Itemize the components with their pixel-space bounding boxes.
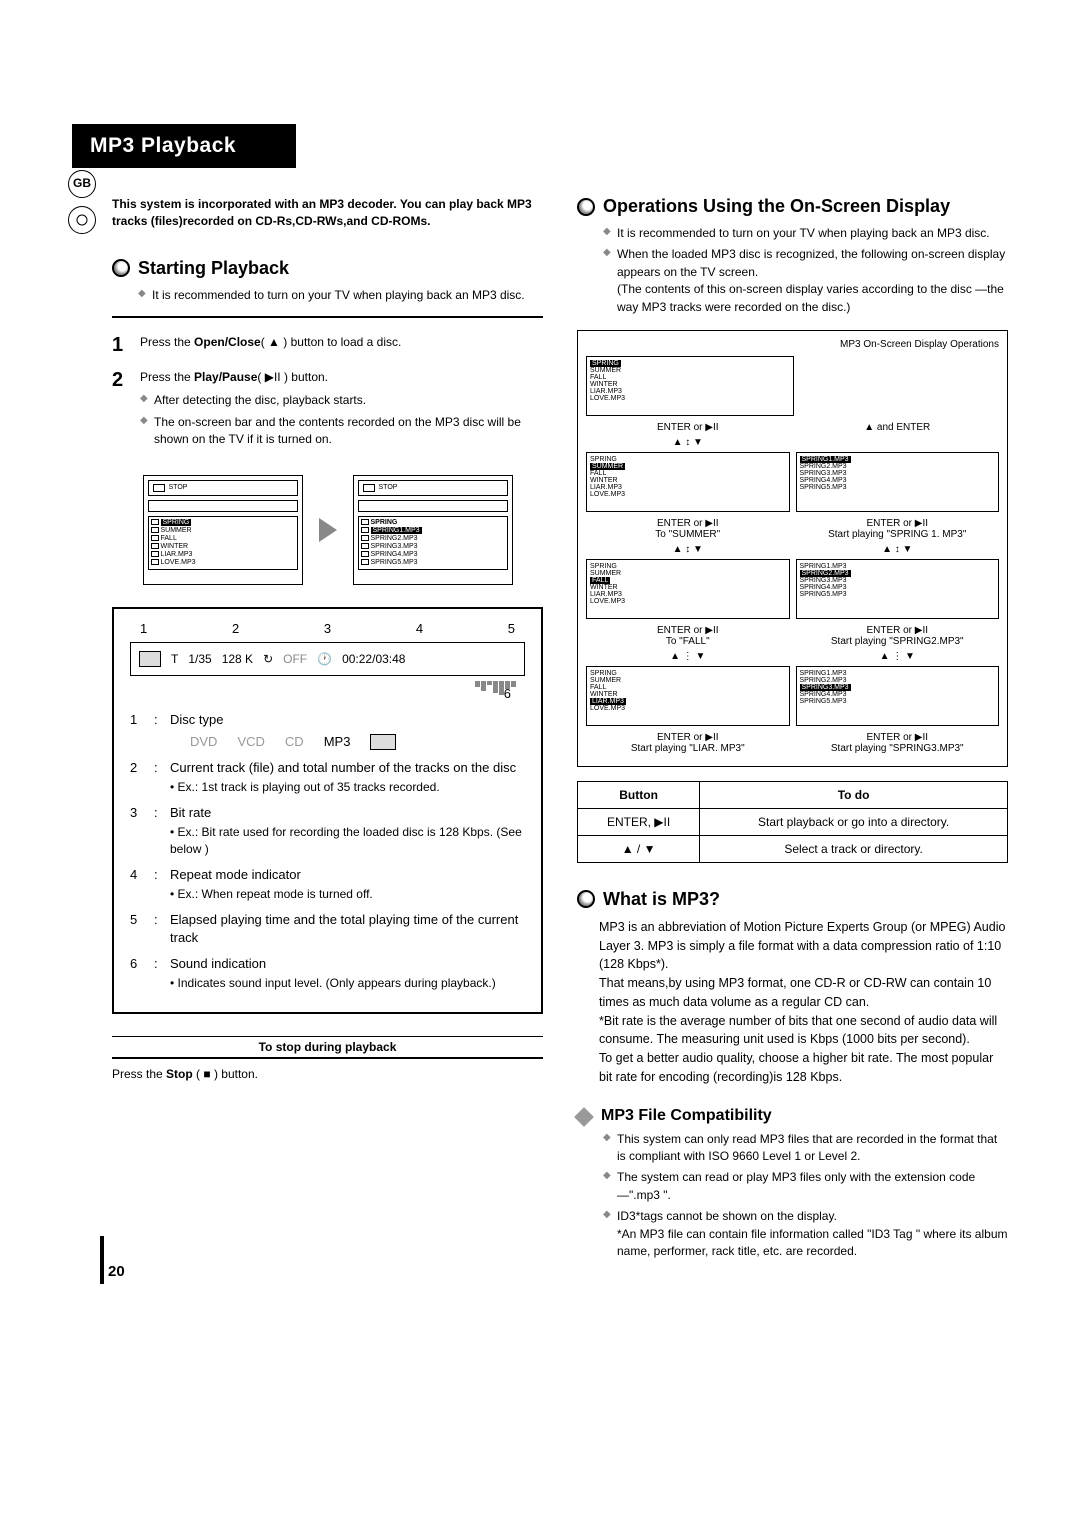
diagram-title: MP3 On-Screen Display Operations xyxy=(586,339,999,350)
screen-illustrations: STOP SPRINGSUMMERFALLWINTERLIAR.MP3LOVE.… xyxy=(112,475,543,585)
divider xyxy=(112,316,543,318)
section-starting-playback: Starting Playback xyxy=(112,258,543,279)
time-value: 00:22/03:48 xyxy=(342,652,405,666)
step-number: 2 xyxy=(112,369,130,461)
compat-item: The system can read or play MP3 files on… xyxy=(603,1169,1008,1204)
definition-row: 2:Current track (file) and total number … xyxy=(130,759,525,796)
table-cell: ENTER, ▶II xyxy=(578,808,700,835)
note-text: When the loaded MP3 disc is recognized, … xyxy=(603,246,1008,316)
panel-num-6: 6 xyxy=(130,686,525,701)
step-sub: After detecting the disc, playback start… xyxy=(140,392,543,409)
step-text: ( ▲ ) button to load a disc. xyxy=(261,335,402,349)
step-text: ( ▶II ) button. xyxy=(257,370,328,384)
page-number: 20 xyxy=(108,1263,125,1280)
left-column: This system is incorporated with an MP3 … xyxy=(112,196,543,1272)
panel-num: 3 xyxy=(324,621,331,636)
section-title: What is MP3? xyxy=(603,889,720,910)
definition-row: 4:Repeat mode indicatorEx.: When repeat … xyxy=(130,866,525,903)
section-bullet-icon xyxy=(112,259,130,277)
definition-row: 3:Bit rateEx.: Bit rate used for recordi… xyxy=(130,804,525,858)
info-panel: 1 2 3 4 5 T1/35 128 K ↻OFF 🕐00:22/03:48 xyxy=(112,607,543,1014)
track-value: 1/35 xyxy=(188,652,211,666)
section-compatibility: MP3 File Compatibility xyxy=(577,1107,1008,1125)
step-bold: Play/Pause xyxy=(194,370,257,384)
page-bar xyxy=(100,1236,104,1284)
operations-diagram: MP3 On-Screen Display Operations SPRINGS… xyxy=(577,330,1008,767)
intro-text: This system is incorporated with an MP3 … xyxy=(112,196,543,230)
diamond-bullet-icon xyxy=(574,1107,594,1127)
mp3-icon xyxy=(139,651,161,667)
equalizer-icon xyxy=(475,681,516,695)
step-number: 1 xyxy=(112,334,130,357)
step-1: 1 Press the Open/Close( ▲ ) button to lo… xyxy=(112,334,543,357)
manual-page: GB MP3 Playback This system is incorpora… xyxy=(0,0,1080,1332)
section-bullet-icon xyxy=(577,198,595,216)
section-title: Starting Playback xyxy=(138,258,289,279)
panel-num: 2 xyxy=(232,621,239,636)
stop-heading: To stop during playback xyxy=(112,1036,543,1059)
step-2: 2 Press the Play/Pause( ▶II ) button. Af… xyxy=(112,369,543,461)
note-text: It is recommended to turn on your TV whe… xyxy=(603,225,1008,242)
side-badges: GB xyxy=(68,170,96,234)
bitrate-value: 128 K xyxy=(222,652,253,666)
panel-num: 4 xyxy=(416,621,423,636)
step-text: Press the xyxy=(140,335,194,349)
table-header: To do xyxy=(700,781,1008,808)
table-cell: ▲ / ▼ xyxy=(578,835,700,862)
panel-num: 5 xyxy=(508,621,515,636)
repeat-value: OFF xyxy=(283,652,307,666)
section-title: Operations Using the On-Screen Display xyxy=(603,196,950,217)
screen-right: STOP SPRINGSPRING1.MP3SPRING2.MP3SPRING3… xyxy=(353,475,513,585)
definition-row: 5:Elapsed playing time and the total pla… xyxy=(130,911,525,947)
table-header: Button xyxy=(578,781,700,808)
table-cell: Start playback or go into a directory. xyxy=(700,808,1008,835)
section-what-is-mp3: What is MP3? xyxy=(577,889,1008,910)
stop-instruction: Press the Stop ( ■ ) button. xyxy=(112,1067,543,1081)
definition-row: 1:Disc typeDVDVCDCDMP3 xyxy=(130,711,525,751)
table-cell: Select a track or directory. xyxy=(700,835,1008,862)
screen-left: STOP SPRINGSUMMERFALLWINTERLIAR.MP3LOVE.… xyxy=(143,475,303,585)
compat-item: ID3*tags cannot be shown on the display.… xyxy=(603,1208,1008,1260)
step-text: Press the xyxy=(140,370,194,384)
section-title: MP3 File Compatibility xyxy=(601,1107,772,1125)
what-is-body: MP3 is an abbreviation of Motion Picture… xyxy=(599,918,1008,1087)
region-badge: GB xyxy=(68,170,96,198)
step-bold: Open/Close xyxy=(194,335,261,349)
button-table: Button To do ENTER, ▶II Start playback o… xyxy=(577,781,1008,863)
page-title: MP3 Playback xyxy=(72,124,296,168)
note-text: It is recommended to turn on your TV whe… xyxy=(138,287,543,304)
section-operations: Operations Using the On-Screen Display xyxy=(577,196,1008,217)
compat-item: This system can only read MP3 files that… xyxy=(603,1131,1008,1166)
section-bullet-icon xyxy=(577,890,595,908)
definition-row: 6:Sound indicationIndicates sound input … xyxy=(130,955,525,992)
disc-icon xyxy=(68,206,96,234)
arrow-right-icon xyxy=(319,518,337,542)
right-column: Operations Using the On-Screen Display I… xyxy=(577,196,1008,1272)
step-sub: The on-screen bar and the contents recor… xyxy=(140,414,543,449)
panel-num: 1 xyxy=(140,621,147,636)
